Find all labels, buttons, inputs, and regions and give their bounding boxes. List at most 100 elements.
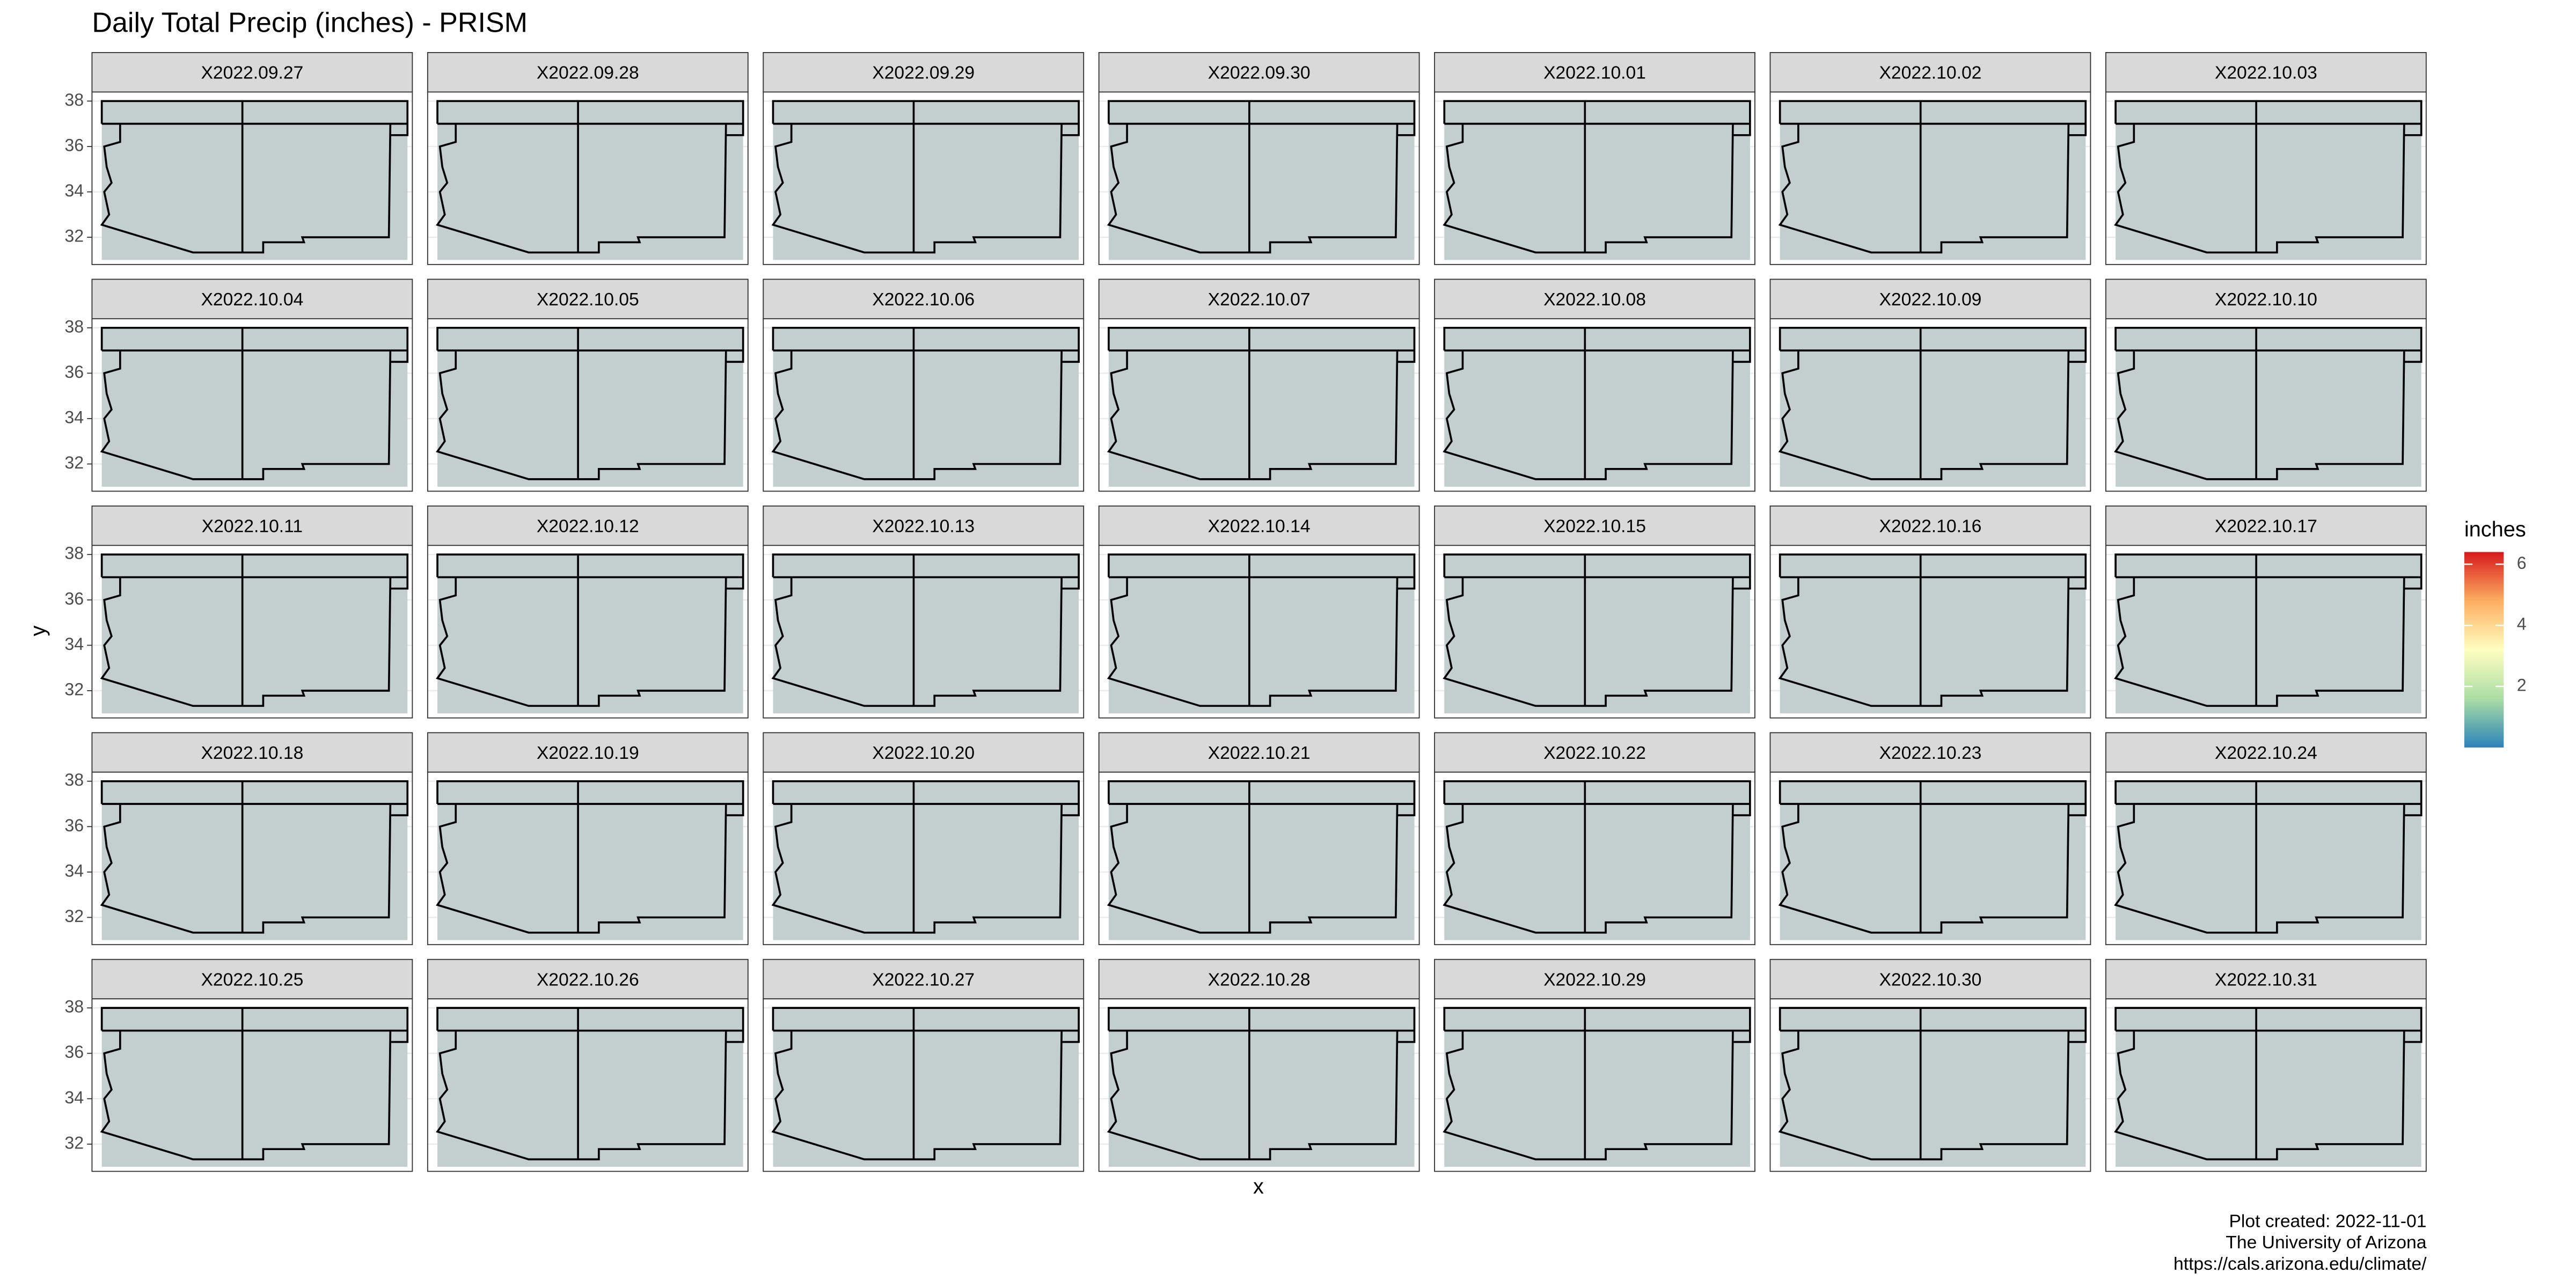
facet: X2022.10.11 32 34 36 38: [64, 505, 413, 719]
panel-border: [1769, 998, 2091, 1172]
strip-label: X2022.09.28: [537, 63, 639, 83]
facet: X2022.10.14: [1098, 505, 1420, 719]
raster-area: [437, 554, 743, 714]
panel-border: [1098, 771, 1420, 946]
raster-area: [101, 781, 408, 940]
facet: X2022.10.01: [1434, 52, 1755, 265]
raster-area: [437, 101, 743, 260]
strip-label: X2022.10.06: [872, 290, 975, 310]
strip: [1434, 505, 1755, 546]
y-tick-label: 36: [64, 816, 84, 835]
state-border: [913, 577, 1063, 707]
strip: [2105, 732, 2427, 773]
facet: X2022.10.05: [427, 279, 749, 492]
panel-border: [1098, 91, 1420, 265]
panel-border: [2105, 318, 2427, 492]
state-border: [2114, 1007, 2423, 1043]
raster-area: [1108, 554, 1415, 714]
facet: X2022.09.30: [1098, 52, 1420, 265]
state-border: [100, 577, 243, 707]
state-border: [1249, 577, 1399, 707]
state-border: [1249, 350, 1399, 480]
strip: [91, 958, 413, 1000]
strip-label: X2022.10.31: [2215, 970, 2317, 990]
strip: [1769, 958, 2091, 1000]
panel-border: [1769, 545, 2091, 719]
state-border: [1778, 803, 1921, 934]
state-border: [1443, 577, 1585, 707]
state-border: [100, 326, 409, 363]
facet: X2022.10.07: [1098, 279, 1420, 492]
raster-area: [773, 1008, 1079, 1167]
state-border: [2114, 100, 2423, 136]
state-border: [1920, 123, 2070, 254]
state-border: [100, 1007, 409, 1043]
state-border: [1443, 1030, 1585, 1161]
panel-border: [1434, 998, 1755, 1172]
facet: X2022.10.21: [1098, 732, 1420, 946]
state-border: [242, 577, 392, 707]
state-border: [2114, 123, 2257, 254]
facet: X2022.10.27: [763, 958, 1085, 1172]
state-border: [1443, 1007, 1751, 1043]
raster-area: [1780, 327, 2086, 487]
facet: X2022.10.06: [763, 279, 1085, 492]
state-border: [2256, 1030, 2405, 1161]
state-border: [1108, 780, 1416, 816]
panel-border: [91, 318, 413, 492]
state-border: [436, 350, 579, 480]
state-border: [1585, 577, 1734, 707]
state-border: [772, 100, 1080, 136]
strip: [1098, 52, 1420, 93]
strip: [763, 505, 1085, 546]
raster-area: [1444, 781, 1750, 940]
raster-area: [1108, 101, 1415, 260]
strip-label: X2022.10.05: [537, 290, 639, 310]
panel-border: [427, 771, 749, 946]
facet: X2022.10.08: [1434, 279, 1755, 492]
caption: https://cals.arizona.edu/climate/: [2174, 1254, 2427, 1274]
strip: [763, 958, 1085, 1000]
state-border: [772, 1007, 1080, 1043]
raster-area: [437, 327, 743, 487]
facet: X2022.10.29: [1434, 958, 1755, 1172]
state-border: [1778, 577, 1921, 707]
state-border: [100, 780, 409, 816]
y-tick-label: 32: [64, 1133, 84, 1152]
strip-label: X2022.10.22: [1543, 743, 1646, 763]
state-border: [1585, 123, 1734, 254]
state-border: [100, 553, 409, 590]
panel-border: [1434, 91, 1755, 265]
facet: X2022.10.10: [2105, 279, 2427, 492]
strip-label: X2022.10.10: [2215, 290, 2317, 310]
strip-label: X2022.10.11: [202, 517, 303, 537]
state-border: [1585, 803, 1734, 934]
state-border: [2114, 803, 2257, 934]
strip: [1769, 279, 2091, 319]
state-border: [1108, 326, 1416, 363]
facet: X2022.10.24: [2105, 732, 2427, 946]
y-tick-label: 34: [64, 1088, 84, 1107]
state-border: [436, 1030, 579, 1161]
state-border: [1108, 1007, 1416, 1043]
state-border: [436, 100, 744, 136]
panel-border: [1434, 771, 1755, 946]
state-border: [1779, 780, 2087, 816]
strip: [91, 505, 413, 546]
raster-area: [2116, 327, 2421, 487]
strip: [2105, 958, 2427, 1000]
raster-area: [1444, 327, 1750, 487]
state-border: [771, 350, 914, 480]
strip-label: X2022.10.15: [1543, 517, 1646, 537]
state-border: [436, 553, 744, 590]
state-border: [436, 577, 579, 707]
state-border: [771, 123, 914, 254]
state-border: [1779, 100, 2087, 136]
y-tick-label: 38: [64, 770, 84, 789]
y-tick-label: 32: [64, 226, 84, 246]
caption: The University of Arizona: [2226, 1233, 2426, 1253]
raster-area: [2116, 554, 2421, 714]
facet: X2022.10.23: [1769, 732, 2091, 946]
state-border: [2114, 780, 2423, 816]
